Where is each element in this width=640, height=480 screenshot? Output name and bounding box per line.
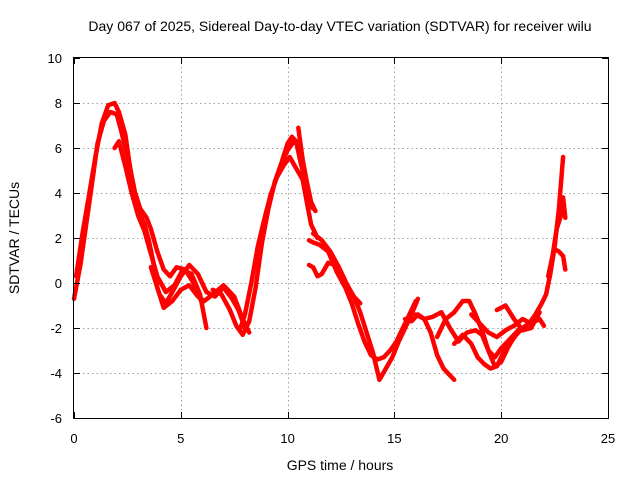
series-sat-h: [296, 125, 318, 214]
chart-title: Day 067 of 2025, Sidereal Day-to-day VTE…: [88, 18, 591, 34]
series-sat-q: [494, 303, 542, 333]
series-sat-r: [545, 195, 568, 279]
y-tick-label: 4: [55, 186, 62, 201]
x-tick-label: 10: [280, 431, 294, 446]
series-sat-b: [73, 100, 205, 306]
y-tick-label: -4: [50, 366, 62, 381]
series-sat-k: [306, 260, 363, 306]
series-sat-c: [112, 139, 209, 331]
y-tick-label: 2: [55, 231, 62, 246]
series-sat-d: [148, 262, 248, 331]
plot-frame: [73, 57, 609, 419]
series-sat-m: [413, 310, 523, 360]
y-axis-label: SDTVAR / TECUs: [6, 182, 22, 294]
y-tick-label: 8: [55, 96, 62, 111]
x-tick-label: 5: [177, 431, 184, 446]
series-sat-e: [210, 139, 303, 338]
x-tick-label: 15: [387, 431, 401, 446]
x-axis-ticks: 0 5 10 15 20 25: [70, 58, 615, 446]
x-tick-label: 25: [601, 431, 615, 446]
x-tick-label: 20: [494, 431, 508, 446]
series-sat-j: [310, 231, 421, 383]
y-tick-label: -2: [50, 321, 62, 336]
x-tick-label: 0: [70, 431, 77, 446]
data-series-group: [71, 100, 568, 383]
series-sat-s: [552, 247, 568, 272]
series-sat-o: [451, 154, 566, 371]
y-tick-label: 6: [55, 141, 62, 156]
y-tick-label: 0: [55, 276, 62, 291]
series-sat-l: [402, 312, 457, 383]
y-tick-label: -6: [50, 411, 62, 426]
y-axis-ticks: -6 -4 -2 0 2 4 6 8 10: [48, 51, 608, 426]
x-axis-label: GPS time / hours: [287, 457, 394, 473]
y-tick-label: 10: [48, 51, 62, 66]
